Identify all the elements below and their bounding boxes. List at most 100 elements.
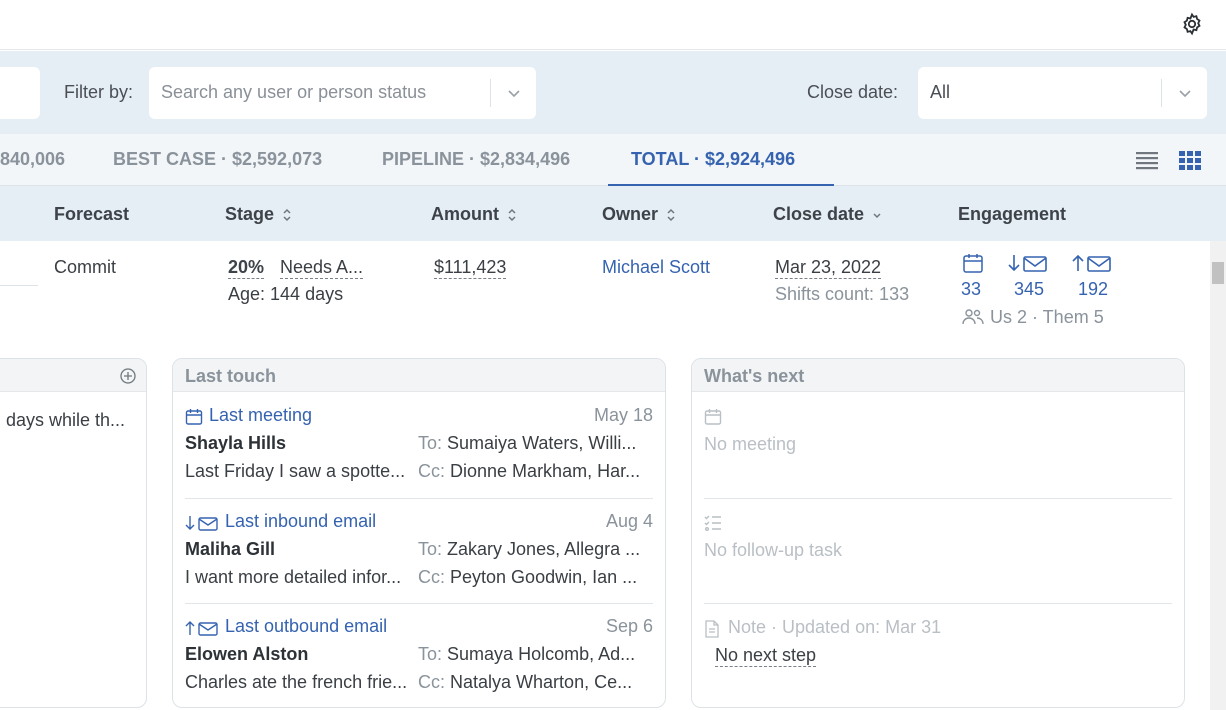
column-engagement: Engagement <box>958 204 1067 224</box>
sort-icon[interactable] <box>507 207 517 223</box>
to-recipients: Sumaya Holcomb, Ad... <box>447 644 636 664</box>
checklist-icon <box>704 515 721 531</box>
card-header: What's next <box>692 359 1184 392</box>
entry-cc: Cc: Dionne Markham, Har... <box>418 461 640 482</box>
sort-desc-icon[interactable] <box>872 207 882 223</box>
grid-view-icon[interactable] <box>1179 150 1201 170</box>
cc-label: Cc: <box>418 461 445 481</box>
entry-date: Aug 4 <box>605 511 653 531</box>
last-meeting-entry[interactable]: Last meeting May 18 Shayla Hills To: Sum… <box>185 405 653 495</box>
chevron-down-icon[interactable] <box>505 84 523 102</box>
outbound-email-icon <box>185 621 218 636</box>
list-view-icon[interactable] <box>1136 150 1158 170</box>
column-stage-label: Stage <box>225 204 275 224</box>
inbound-email-icon <box>1008 255 1047 272</box>
shifts-count: Shifts count: 133 <box>775 284 910 304</box>
active-tab-indicator <box>608 184 834 186</box>
tab-best-case[interactable]: BEST CASE · $2,592,073 <box>113 149 323 169</box>
last-touch-card: Last touch Last meeting May 18 Shayla Hi… <box>172 358 666 708</box>
card-header: Last touch <box>173 359 665 392</box>
entry-preview: Charles ate the french frie... <box>185 672 408 692</box>
meetings-count[interactable]: 33 <box>961 279 982 299</box>
entry-preview: Last Friday I saw a spotte... <box>185 461 406 481</box>
select-separator <box>1161 79 1162 107</box>
entry-person: Maliha Gill <box>185 539 276 559</box>
vertical-scrollbar[interactable] <box>1210 241 1226 710</box>
table-header: Forecast Stage Amount Owner Close date E… <box>0 186 1226 241</box>
stage-age: Age: 144 days <box>228 284 344 304</box>
scrollbar-thumb[interactable] <box>1212 262 1224 284</box>
column-amount[interactable]: Amount <box>431 204 517 225</box>
people-icon <box>962 309 984 325</box>
cc-label: Cc: <box>418 567 445 587</box>
tab-pipeline[interactable]: PIPELINE · $2,834,496 <box>382 149 571 169</box>
sort-icon[interactable] <box>666 207 676 223</box>
column-forecast[interactable]: Forecast <box>54 204 130 224</box>
to-recipients: Sumaiya Waters, Willi... <box>447 433 637 453</box>
entry-date: Sep 6 <box>605 616 653 636</box>
forecast-value: Commit <box>54 257 116 277</box>
calendar-icon <box>185 409 203 425</box>
column-owner-label: Owner <box>602 204 659 224</box>
entry-type[interactable]: Last meeting <box>209 405 313 425</box>
entry-person: Elowen Alston <box>185 644 309 664</box>
entry-to: To: Sumaiya Waters, Willi... <box>418 433 636 454</box>
stage-percent[interactable]: 20% <box>228 257 265 279</box>
stage-name[interactable]: Needs A... <box>280 257 364 279</box>
tab-commit[interactable]: 840,006 <box>0 149 66 169</box>
entry-type[interactable]: Last outbound email <box>225 616 388 636</box>
to-label: To: <box>418 644 443 664</box>
people-counts: Us 2 · Them 5 <box>990 307 1104 327</box>
last-inbound-entry[interactable]: Last inbound email Aug 4 Maliha Gill To:… <box>185 511 653 601</box>
tab-total[interactable]: TOTAL · $2,924,496 <box>631 149 796 169</box>
last-outbound-entry[interactable]: Last outbound email Sep 6 Elowen Alston … <box>185 616 653 706</box>
forecast-tabs: 840,006 BEST CASE · $2,592,073 PIPELINE … <box>0 134 1226 186</box>
entry-date: May 18 <box>593 405 653 425</box>
divider <box>185 498 653 499</box>
filter-placeholder: Search any user or person status <box>161 82 427 102</box>
entry-preview: I want more detailed infor... <box>185 567 402 587</box>
close-date-value[interactable]: Mar 23, 2022 <box>775 257 882 279</box>
table-row[interactable]: Commit 20% Needs A... Age: 144 days $111… <box>0 241 1210 341</box>
last-touch-title: Last touch <box>185 366 277 386</box>
amount-value[interactable]: $111,423 <box>434 257 507 279</box>
inbound-count[interactable]: 345 <box>1014 279 1045 299</box>
calendar-icon <box>963 254 983 273</box>
column-owner[interactable]: Owner <box>602 204 676 225</box>
close-date-value: All <box>930 82 951 102</box>
to-label: To: <box>418 433 443 453</box>
to-recipients: Zakary Jones, Allegra ... <box>447 539 641 559</box>
filter-bar: Filter by: Search any user or person sta… <box>0 51 1226 134</box>
outbound-email-icon <box>1072 254 1111 272</box>
close-date-select[interactable]: All <box>918 67 1207 119</box>
description-card: days while th... <box>0 358 147 708</box>
to-label: To: <box>418 539 443 559</box>
user-status-filter[interactable]: Search any user or person status <box>149 67 536 119</box>
cc-recipients: Natalya Wharton, Ce... <box>450 672 633 692</box>
add-circle-icon[interactable] <box>120 368 136 384</box>
sort-icon[interactable] <box>282 207 292 223</box>
no-task-text: No follow-up task <box>704 540 843 560</box>
gear-icon[interactable] <box>1180 12 1204 36</box>
entry-type[interactable]: Last inbound email <box>225 511 377 531</box>
search-box-partial[interactable] <box>0 67 40 119</box>
column-close-date[interactable]: Close date <box>773 204 882 225</box>
chevron-down-icon[interactable] <box>1176 84 1194 102</box>
owner-link[interactable]: Michael Scott <box>602 257 711 277</box>
entry-to: To: Zakary Jones, Allegra ... <box>418 539 640 560</box>
card-header <box>0 359 146 392</box>
divider <box>185 603 653 604</box>
entry-cc: Cc: Natalya Wharton, Ce... <box>418 672 632 693</box>
entry-cc: Cc: Peyton Goodwin, Ian ... <box>418 567 637 588</box>
entry-person: Shayla Hills <box>185 433 287 453</box>
cc-recipients: Peyton Goodwin, Ian ... <box>450 567 638 587</box>
whats-next-title: What's next <box>704 366 805 386</box>
column-stage[interactable]: Stage <box>225 204 292 225</box>
description-text: days while th... <box>6 410 126 430</box>
filter-by-label: Filter by: <box>64 82 134 102</box>
divider <box>704 603 1172 604</box>
outbound-count[interactable]: 192 <box>1078 279 1109 299</box>
note-icon <box>705 620 719 638</box>
calendar-icon <box>704 409 722 425</box>
next-step-field[interactable]: No next step <box>715 645 817 667</box>
